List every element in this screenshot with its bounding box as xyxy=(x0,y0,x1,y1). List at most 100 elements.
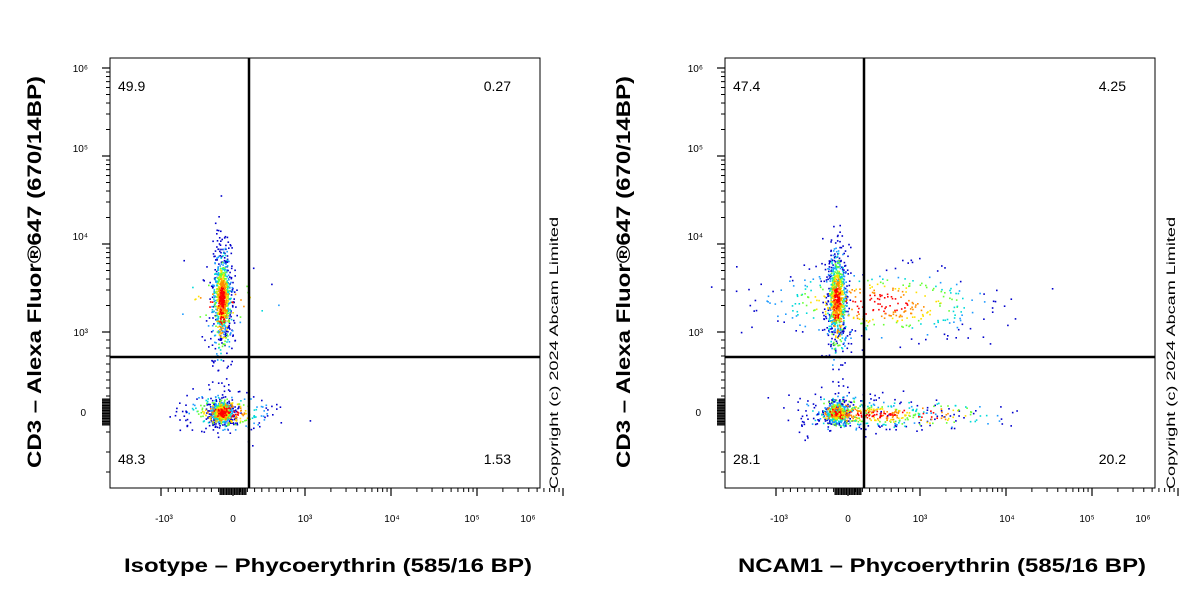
event-dot xyxy=(874,419,876,421)
event-dot xyxy=(835,421,838,424)
event-dot xyxy=(836,325,839,328)
event-dot xyxy=(910,405,913,408)
event-dot xyxy=(197,295,200,298)
event-dot xyxy=(836,295,839,297)
event-dot xyxy=(853,406,856,409)
event-dot xyxy=(788,394,790,396)
event-dot xyxy=(214,291,217,293)
event-dot xyxy=(828,417,831,420)
event-dot xyxy=(217,286,220,288)
event-dot xyxy=(955,420,957,422)
event-dot xyxy=(849,401,852,403)
event-dot xyxy=(869,294,871,297)
event-dot xyxy=(197,410,199,413)
event-dot xyxy=(839,404,842,406)
event-dot xyxy=(226,428,229,431)
event-dot xyxy=(911,316,914,318)
event-dot xyxy=(210,408,212,410)
event-dot xyxy=(223,287,225,289)
event-dot xyxy=(219,282,222,285)
event-dot xyxy=(239,421,242,424)
event-dot xyxy=(252,396,255,398)
event-dot xyxy=(242,414,245,416)
event-dot xyxy=(221,289,223,291)
event-dot xyxy=(860,335,863,337)
event-dot xyxy=(227,414,229,416)
event-dot xyxy=(958,409,960,411)
event-dot xyxy=(847,410,850,413)
event-dot xyxy=(839,335,841,337)
event-dot xyxy=(829,273,832,276)
event-dot xyxy=(220,281,223,284)
event-dot xyxy=(836,313,839,315)
event-dot xyxy=(839,417,842,419)
event-dot xyxy=(231,265,233,267)
event-dot xyxy=(890,405,892,407)
event-dot xyxy=(858,426,861,429)
event-dot xyxy=(908,282,911,285)
event-dot xyxy=(215,281,217,283)
event-dot xyxy=(228,384,230,386)
quadrant-lower-left: 28.1 xyxy=(733,451,760,467)
event-dot xyxy=(840,420,842,423)
event-dot xyxy=(839,263,841,266)
event-dot xyxy=(826,327,828,329)
event-dot xyxy=(225,406,228,409)
event-dot xyxy=(835,289,838,291)
event-dot xyxy=(192,409,195,411)
event-dot xyxy=(223,299,226,301)
event-dot xyxy=(835,314,837,316)
event-dot xyxy=(222,290,225,293)
event-dot xyxy=(926,412,928,414)
event-dot xyxy=(839,401,842,403)
event-dot xyxy=(223,322,226,324)
event-dot xyxy=(831,337,833,340)
event-dot xyxy=(242,421,244,423)
event-dot xyxy=(220,338,222,340)
event-dot xyxy=(219,296,222,299)
event-dot xyxy=(842,245,844,247)
event-dot xyxy=(832,264,834,266)
event-dot xyxy=(835,293,838,296)
event-dot xyxy=(821,262,823,265)
event-dot xyxy=(755,309,758,312)
event-dot xyxy=(851,407,853,410)
event-dot xyxy=(218,273,221,275)
event-dot xyxy=(905,324,908,327)
event-dot xyxy=(834,417,837,419)
event-dot xyxy=(228,302,230,305)
event-dot xyxy=(223,314,226,317)
event-dot xyxy=(230,403,233,406)
event-dot xyxy=(856,305,859,308)
event-dot xyxy=(230,416,232,419)
event-dot xyxy=(838,257,841,260)
event-dot xyxy=(208,413,211,415)
event-dot xyxy=(891,414,893,416)
event-dot xyxy=(224,343,226,346)
event-dot xyxy=(217,295,220,298)
event-dot xyxy=(228,320,230,322)
event-dot xyxy=(836,415,838,418)
event-dot xyxy=(889,428,891,431)
event-dot xyxy=(222,416,225,418)
event-dot xyxy=(219,265,221,267)
event-dot xyxy=(220,230,222,233)
event-dot xyxy=(223,273,225,276)
event-dot xyxy=(846,285,848,287)
y-tick-label: 10³ xyxy=(74,328,89,339)
event-dot xyxy=(222,316,224,319)
event-dot xyxy=(842,312,845,314)
event-dot xyxy=(215,399,217,401)
event-dot xyxy=(837,408,839,411)
event-dot xyxy=(216,409,218,412)
dot-cloud xyxy=(169,195,312,447)
event-dot xyxy=(769,302,771,304)
event-dot xyxy=(225,407,228,410)
event-dot xyxy=(226,404,228,407)
event-dot xyxy=(849,425,852,427)
event-dot xyxy=(225,293,228,296)
event-dot xyxy=(264,416,266,419)
event-dot xyxy=(919,284,922,286)
event-dot xyxy=(225,405,227,408)
event-dot xyxy=(850,291,852,294)
